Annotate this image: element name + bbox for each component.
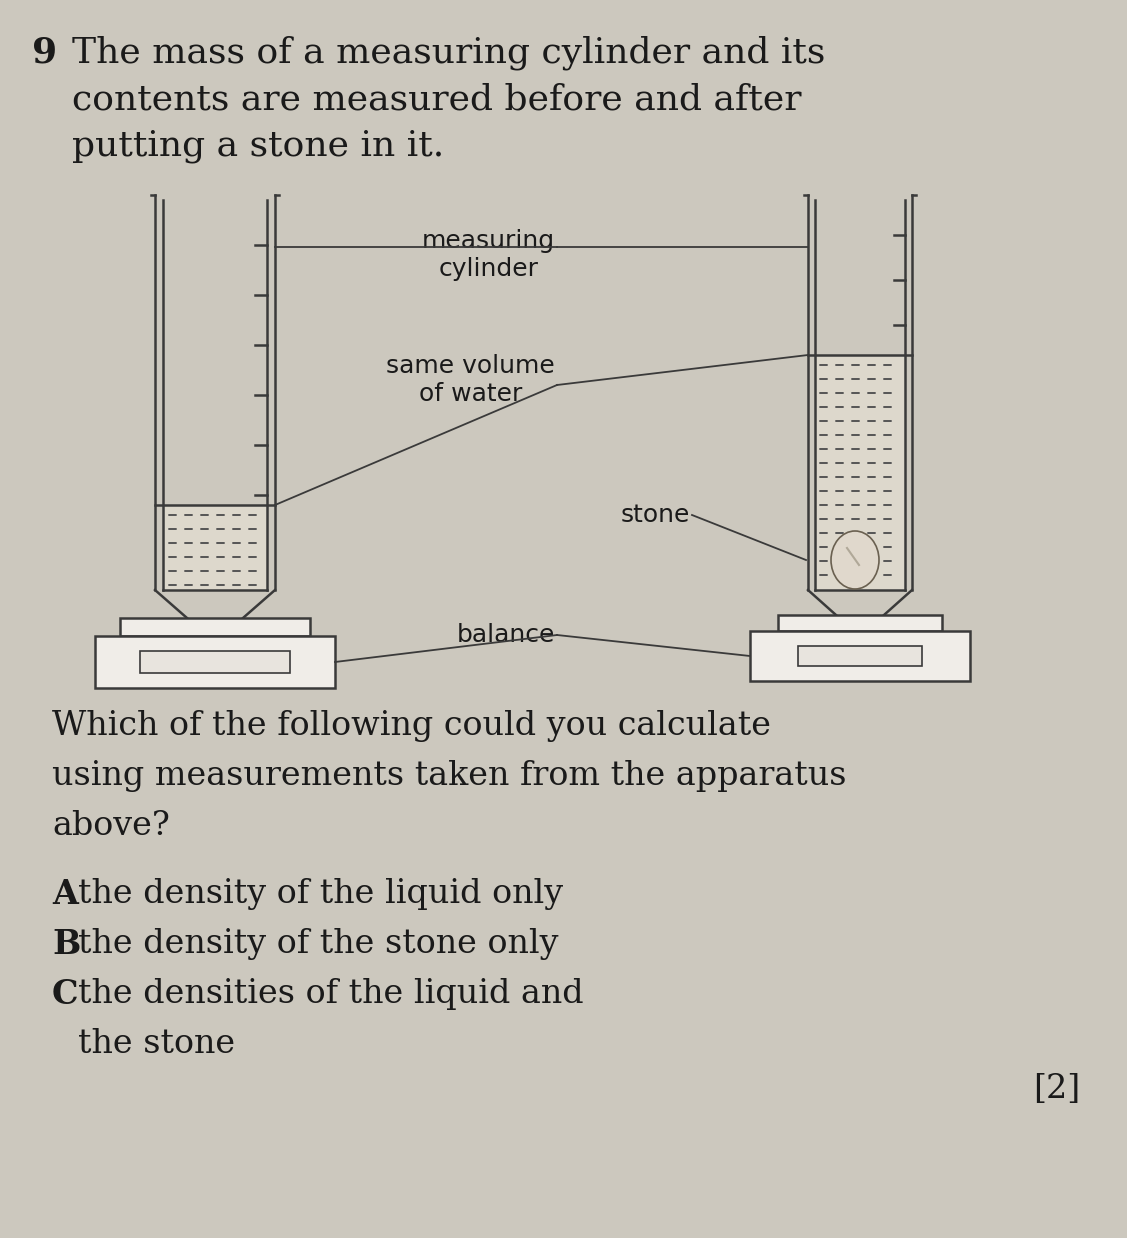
Bar — [163, 505, 267, 591]
Text: contents are measured before and after: contents are measured before and after — [72, 82, 801, 116]
Bar — [140, 651, 290, 673]
Text: Which of the following could you calculate: Which of the following could you calcula… — [52, 711, 771, 742]
Bar — [778, 615, 942, 631]
Text: C: C — [52, 978, 79, 1011]
Ellipse shape — [831, 531, 879, 589]
Bar — [815, 355, 905, 591]
Text: the densities of the liquid and: the densities of the liquid and — [78, 978, 584, 1010]
Text: the density of the stone only: the density of the stone only — [78, 928, 559, 959]
Text: putting a stone in it.: putting a stone in it. — [72, 129, 444, 163]
Text: same volume
of water: same volume of water — [387, 354, 554, 406]
Text: the stone: the stone — [78, 1028, 236, 1060]
Text: balance: balance — [456, 623, 554, 647]
Bar — [95, 636, 335, 688]
Bar — [798, 646, 922, 666]
Text: [2]: [2] — [1032, 1073, 1080, 1106]
Text: stone: stone — [621, 503, 690, 527]
Text: B: B — [52, 928, 80, 961]
Bar — [119, 618, 310, 636]
Text: the density of the liquid only: the density of the liquid only — [78, 878, 564, 910]
Text: 9: 9 — [32, 35, 57, 69]
Text: A: A — [52, 878, 78, 911]
Text: The mass of a measuring cylinder and its: The mass of a measuring cylinder and its — [72, 35, 825, 69]
Text: measuring
cylinder: measuring cylinder — [421, 229, 554, 281]
Bar — [749, 631, 970, 681]
Text: using measurements taken from the apparatus: using measurements taken from the appara… — [52, 760, 846, 792]
Text: above?: above? — [52, 810, 170, 842]
